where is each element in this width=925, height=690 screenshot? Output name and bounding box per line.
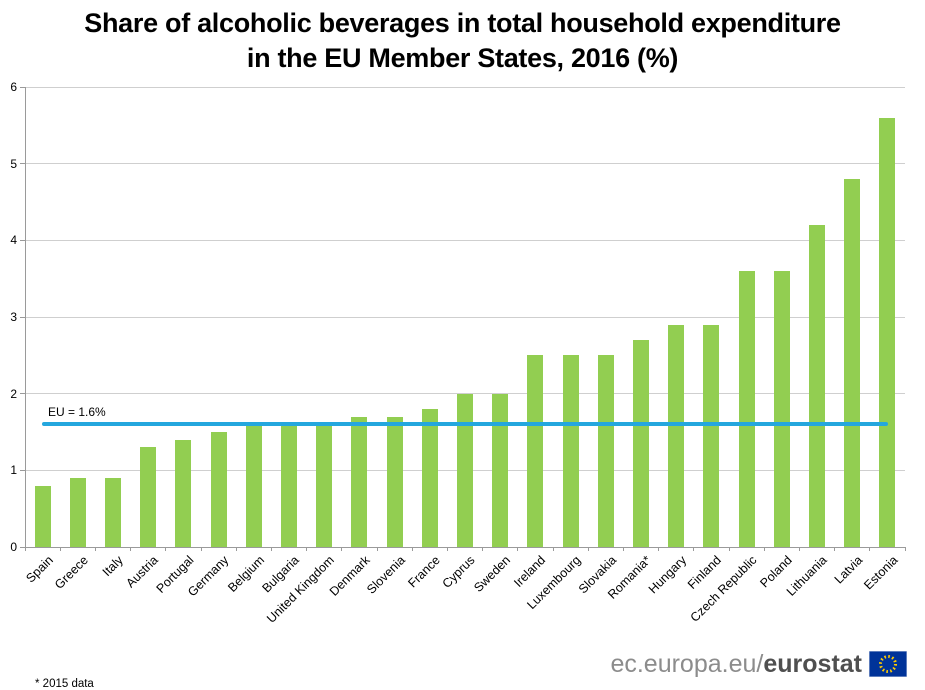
x-axis-tick [798,547,800,551]
y-axis-label-3: 3 [10,310,17,324]
x-axis-label-hungary: Hungary [645,553,690,597]
x-axis-tick [834,547,836,551]
x-axis-label-greece: Greece [51,553,91,592]
bar-hungary [668,325,685,547]
bar-romania [633,340,649,547]
x-axis-tick [94,547,96,551]
bar-germany [210,432,227,547]
chart-title-line1: Share of alcoholic beverages in total ho… [84,8,841,38]
y-axis-tick-1 [20,469,25,471]
x-axis-tick [59,547,61,551]
bar-lithuania [809,225,825,547]
y-axis-tick-0 [20,546,25,548]
bar-czech-republic [738,271,755,547]
gridline-5 [25,163,905,165]
bar-slovakia [597,355,614,547]
y-axis-tick-2 [20,393,25,395]
gridline-4 [25,239,905,241]
bar-poland [773,271,790,547]
x-axis-tick [763,547,765,551]
chart-title: Share of alcoholic beverages in total ho… [0,6,925,76]
footnote-2015-data: * 2015 data [35,678,94,690]
bar-spain [34,486,51,547]
x-axis-tick [904,547,906,551]
x-axis-label-czech-republic: Czech Republic [687,553,760,625]
y-axis-tick-3 [20,316,25,318]
eu-average-label: EU = 1.6% [48,405,106,420]
bar-finland [703,325,720,547]
bar-greece [69,478,86,547]
x-axis-tick [24,547,26,551]
logo-url-prefix: ec.europa.eu/ [610,649,764,678]
x-axis-line [25,546,905,548]
eu-flag-icon [869,651,907,677]
x-axis-tick [622,547,624,551]
bar-luxembourg [562,355,579,547]
x-axis-label-estonia: Estonia [860,553,901,593]
bar-france [421,409,438,547]
bar-denmark [351,417,368,547]
chart-title-line2: in the EU Member States, 2016 (%) [246,43,679,73]
eu-average-line [42,422,888,427]
x-axis-tick [728,547,730,551]
bar-estonia [879,118,896,547]
gridline-2 [25,393,905,395]
y-axis-label-6: 6 [10,80,17,94]
bar-slovenia [386,417,403,547]
x-axis-tick [587,547,589,551]
x-axis-tick [446,547,448,551]
x-axis-tick [235,547,237,551]
bar-united-kingdom [316,424,333,547]
x-axis-tick [341,547,343,551]
x-axis-tick [306,547,308,551]
gridline-6 [25,86,905,88]
y-axis-label-1: 1 [10,463,17,478]
x-axis-tick [658,547,660,551]
bar-bulgaria [281,424,297,547]
x-axis-tick [552,547,554,551]
y-axis-tick-6 [20,86,25,88]
bar-italy [105,478,121,547]
bar-portugal [175,440,192,547]
bar-sweden [492,394,509,547]
y-axis-label-2: 2 [10,386,17,401]
bar-ireland [527,355,544,547]
x-axis-label-italy: Italy [99,553,126,580]
y-axis-tick-4 [20,239,25,241]
x-axis-label-latvia: Latvia [831,553,866,587]
bar-austria [140,447,157,547]
y-axis-label-0: 0 [10,540,17,554]
x-axis-label-belgium: Belgium [224,553,267,595]
bar-cyprus [457,394,473,547]
y-axis-line [24,87,26,547]
x-axis-tick [165,547,167,551]
x-axis-tick [376,547,378,551]
x-axis-label-france: France [405,553,443,591]
bar-chart-plot-area: 0 1 2 3 4 5 6 Spain Greece Italy Austria Portugal Ge… [10,80,906,626]
bar-latvia [844,179,861,547]
x-axis-tick [693,547,695,551]
gridline-3 [25,316,905,318]
x-axis-tick [869,547,871,551]
x-axis-tick [130,547,132,551]
y-axis-label-5: 5 [10,156,17,171]
x-axis-label-sweden: Sweden [471,553,514,595]
eurostat-logo: ec.europa.eu/eurostat [610,644,907,684]
x-axis-tick [200,547,202,551]
x-axis-tick [517,547,519,551]
x-axis-tick [411,547,413,551]
footnotes: * 2015 data Croatia, Malta and the Nethe… [35,647,313,690]
bar-belgium [245,424,262,547]
y-axis-label-4: 4 [10,233,17,248]
logo-brand-text: eurostat [763,649,862,678]
x-axis-label-spain: Spain [22,553,56,586]
x-axis-tick [270,547,272,551]
x-axis-tick [482,547,484,551]
y-axis-tick-5 [20,163,25,165]
